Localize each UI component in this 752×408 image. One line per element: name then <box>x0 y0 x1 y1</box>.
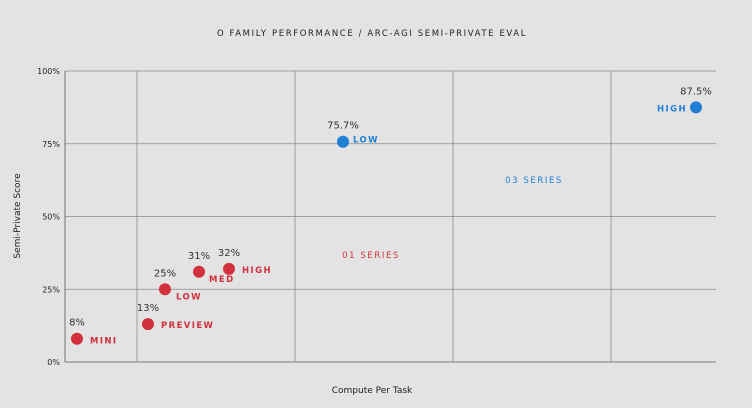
data-points: 8%MINI13%PREVIEW25%LOW31%MED32%HIGH75.7%… <box>69 86 712 346</box>
chart-title: O FAMILY PERFORMANCE / ARC-AGI SEMI-PRIV… <box>217 29 527 39</box>
point-label: PREVIEW <box>161 321 214 331</box>
series-label-o3: 03 SERIES <box>505 176 563 186</box>
point-label: LOW <box>176 292 202 302</box>
value-label: 31% <box>188 251 210 262</box>
y-tick-label: 25% <box>42 285 60 294</box>
value-label: 32% <box>218 248 240 259</box>
y-tick-label: 50% <box>42 213 60 222</box>
y-tick-label: 0% <box>47 358 60 367</box>
data-point <box>690 101 702 114</box>
y-tick-label: 100% <box>37 67 60 76</box>
gridlines <box>64 70 716 363</box>
y-tick-labels: 0% 25% 50% 75% 100% <box>37 67 60 367</box>
data-point <box>71 332 83 345</box>
data-point <box>159 283 171 296</box>
data-point <box>337 135 349 148</box>
point-label: HIGH <box>242 266 272 276</box>
value-label: 25% <box>154 268 176 279</box>
point-label: HIGH <box>657 104 687 114</box>
x-axis-label: Compute Per Task <box>332 386 413 396</box>
series-label-o1: 01 SERIES <box>342 251 400 261</box>
value-label: 8% <box>69 318 85 329</box>
value-label: 13% <box>137 303 159 314</box>
data-point <box>193 265 205 278</box>
value-label: 87.5% <box>680 86 712 97</box>
data-point <box>223 262 235 275</box>
y-tick-label: 75% <box>42 140 60 149</box>
y-axis-label: Semi-Private Score <box>13 173 23 259</box>
point-label: LOW <box>353 136 379 146</box>
data-point <box>142 318 154 331</box>
point-label: MINI <box>90 337 118 347</box>
value-label: 75.7% <box>327 121 359 132</box>
point-label: MED <box>209 275 235 285</box>
